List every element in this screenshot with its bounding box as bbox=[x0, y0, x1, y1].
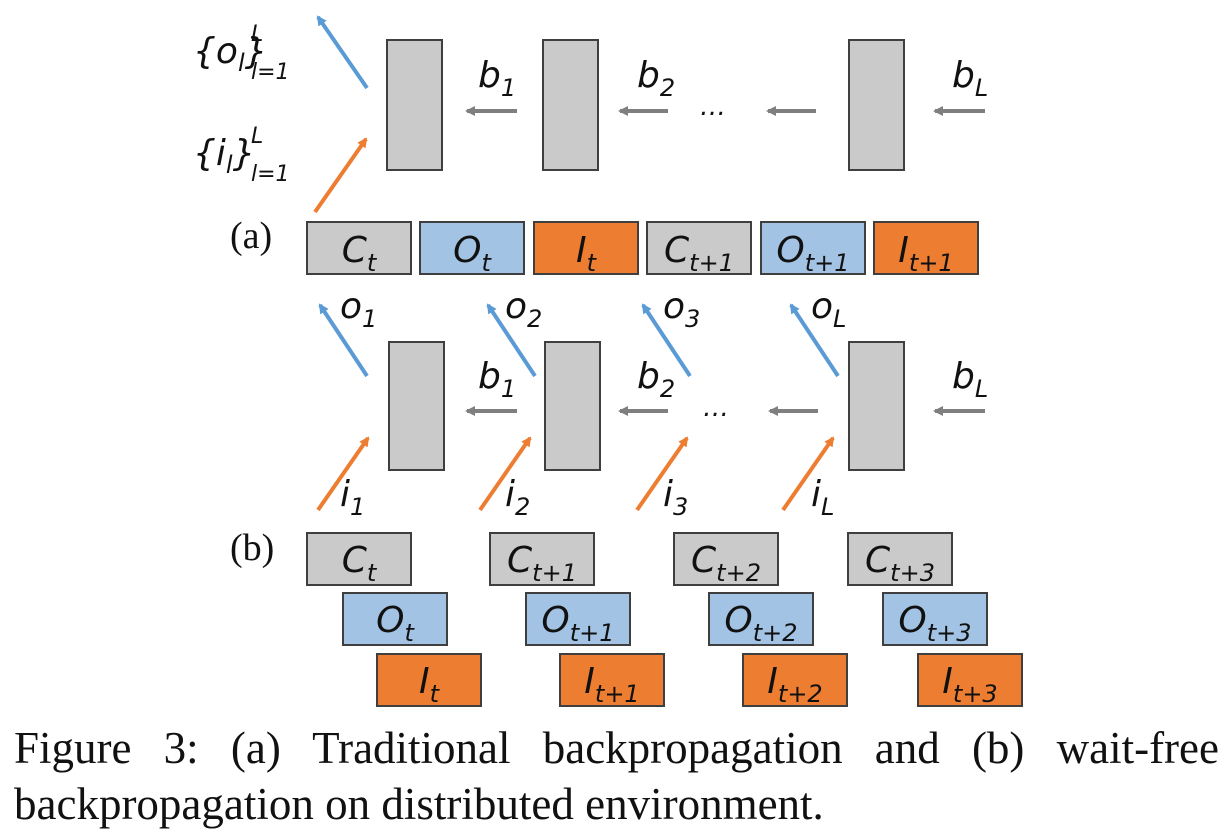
output-set-label-main: {ol} bbox=[193, 31, 268, 77]
timeline-label-6: It+1 bbox=[898, 230, 953, 277]
layer-block-a-2 bbox=[542, 39, 599, 171]
output-arrow-b-4 bbox=[789, 303, 840, 378]
output-label-b-2: o2 bbox=[505, 286, 542, 333]
input-cell-label-b-2: It+1 bbox=[584, 661, 639, 708]
layer-block-b-3 bbox=[848, 341, 905, 471]
input-label-b-4: iL bbox=[811, 474, 834, 521]
timeline-cell-4 bbox=[646, 221, 752, 275]
input-set-label-lower: l=1 bbox=[251, 162, 290, 187]
input-cell-b-4 bbox=[917, 653, 1023, 707]
layer-block-a-1 bbox=[386, 39, 443, 171]
timeline-cell-2 bbox=[419, 221, 525, 275]
input-set-label: {il}Ll=1 bbox=[193, 124, 290, 187]
input-cell-b-2 bbox=[559, 653, 665, 707]
input-label-b-3: i3 bbox=[663, 474, 688, 521]
grad-label-b-1: b1 bbox=[478, 356, 516, 403]
figure-caption: Figure 3: (a) Traditional backpropagatio… bbox=[14, 723, 1219, 829]
timeline-cell-1 bbox=[306, 221, 412, 275]
grad-label-a-1: b1 bbox=[478, 55, 516, 102]
timeline-cell-3 bbox=[533, 221, 639, 275]
backpropagation-diagram: {ol}Ll=1{il}Ll=1b1 b2 bL…(a) Ct Ot It Ct+1 Ot+1… bbox=[193, 15, 1023, 708]
input-set-label-sup: L bbox=[251, 124, 263, 149]
grad-label-a-3: bL bbox=[952, 55, 988, 102]
input-arrow-b-4 bbox=[781, 436, 835, 512]
output-cell-label-b-1: Ot bbox=[376, 600, 415, 647]
grad-label-b-3: bL bbox=[952, 356, 988, 403]
compute-cell-b-4 bbox=[847, 532, 953, 586]
grad-label-b-2: b2 bbox=[637, 356, 675, 403]
compute-cell-b-3 bbox=[673, 532, 779, 586]
compute-label-b-1: Ct bbox=[342, 540, 378, 587]
ellipsis-a: … bbox=[700, 92, 726, 122]
panel-label-b: (b) bbox=[230, 527, 274, 569]
output-arrow-b-3 bbox=[641, 303, 692, 378]
compute-cell-b-2 bbox=[489, 532, 595, 586]
layer-block-b-1 bbox=[388, 341, 445, 471]
output-arrow-b-2 bbox=[486, 303, 537, 378]
timeline-label-5: Ot+1 bbox=[776, 230, 849, 277]
output-label-b-3: o3 bbox=[663, 286, 700, 333]
timeline-label-4: Ct+1 bbox=[664, 230, 734, 277]
output-set-label-sup: L bbox=[251, 22, 263, 47]
output-label-b-4: oL bbox=[811, 286, 846, 333]
output-arrow-a bbox=[316, 15, 369, 90]
input-arrow-b-1 bbox=[316, 436, 370, 512]
output-set-label: {ol}Ll=1 bbox=[193, 22, 290, 85]
output-cell-label-b-3: Ot+2 bbox=[724, 600, 797, 647]
input-arrow-a bbox=[313, 137, 368, 214]
input-cell-label-b-3: It+2 bbox=[767, 661, 822, 708]
output-cell-b-4 bbox=[882, 592, 988, 646]
grad-label-a-2: b2 bbox=[637, 55, 675, 102]
ellipsis-b: … bbox=[703, 393, 729, 423]
output-cell-b-2 bbox=[525, 592, 631, 646]
output-cell-b-3 bbox=[708, 592, 814, 646]
output-set-label-lower: l=1 bbox=[251, 60, 290, 85]
input-arrow-b-2 bbox=[478, 436, 532, 512]
timeline-label-2: Ot bbox=[453, 230, 492, 277]
output-cell-label-b-2: Ot+1 bbox=[541, 600, 614, 647]
input-label-b-1: i1 bbox=[340, 474, 365, 521]
input-arrow-b-3 bbox=[635, 436, 689, 512]
timeline-label-1: Ct bbox=[342, 230, 378, 277]
timeline-label-3: It bbox=[576, 230, 598, 277]
output-cell-b-1 bbox=[342, 592, 448, 646]
layer-block-a-3 bbox=[848, 39, 905, 171]
timeline-cell-5 bbox=[760, 221, 866, 275]
compute-label-b-3: Ct+2 bbox=[691, 540, 761, 587]
input-cell-label-b-1: It bbox=[419, 661, 441, 708]
input-cell-b-3 bbox=[742, 653, 848, 707]
output-cell-label-b-4: Ot+3 bbox=[898, 600, 971, 647]
input-label-b-2: i2 bbox=[505, 474, 530, 521]
layer-block-b-2 bbox=[544, 341, 601, 471]
input-cell-b-1 bbox=[376, 653, 482, 707]
timeline-cell-6 bbox=[873, 221, 979, 275]
output-arrow-b-1 bbox=[318, 303, 369, 378]
compute-cell-b-1 bbox=[306, 532, 412, 586]
compute-label-b-2: Ct+1 bbox=[507, 540, 577, 587]
input-set-label-main: {il} bbox=[193, 133, 255, 179]
output-label-b-1: o1 bbox=[340, 286, 377, 333]
panel-label-a: (a) bbox=[230, 215, 272, 257]
compute-label-b-4: Ct+3 bbox=[865, 540, 935, 587]
input-cell-label-b-4: It+3 bbox=[942, 661, 997, 708]
